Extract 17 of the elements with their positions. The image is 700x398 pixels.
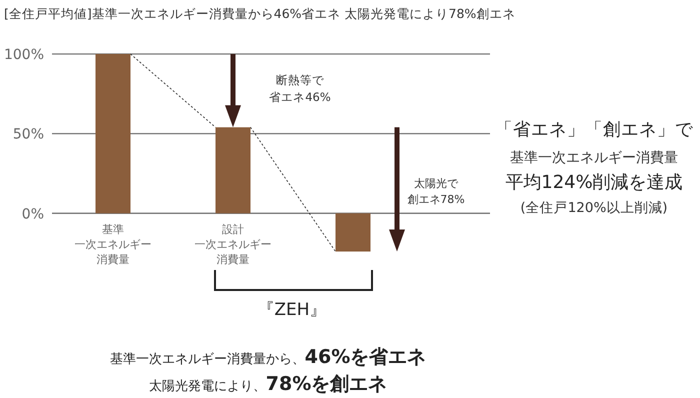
text: 『ZEH』 bbox=[257, 300, 327, 320]
text: 基準一次エネルギー消費量 bbox=[510, 150, 678, 166]
text: 平均124%削減を達成 bbox=[505, 172, 683, 193]
text: 基準一次エネルギー消費量から、46%を省エネ bbox=[110, 346, 426, 368]
bar bbox=[216, 127, 250, 214]
bar bbox=[336, 213, 370, 252]
y-tick-label: 100% bbox=[4, 47, 44, 63]
text: 太陽光発電により、78%を創エネ bbox=[148, 373, 388, 395]
x-tick-label: 設計一次エネルギー消費量 bbox=[194, 223, 272, 266]
text: (全住戸120%以上削減) bbox=[520, 200, 668, 216]
bar bbox=[96, 54, 130, 214]
text: 「省エネ」「創エネ」で bbox=[495, 120, 694, 140]
annotation: 太陽光で創エネ78% bbox=[407, 177, 465, 206]
y-tick-label: 0% bbox=[22, 206, 44, 222]
annotation: 断熱等で省エネ46% bbox=[269, 73, 331, 104]
chart-title: [全住戸平均値]基準一次エネルギー消費量から46%省エネ 太陽光発電により78%創エネ bbox=[4, 6, 516, 21]
y-tick-label: 50% bbox=[12, 126, 44, 143]
